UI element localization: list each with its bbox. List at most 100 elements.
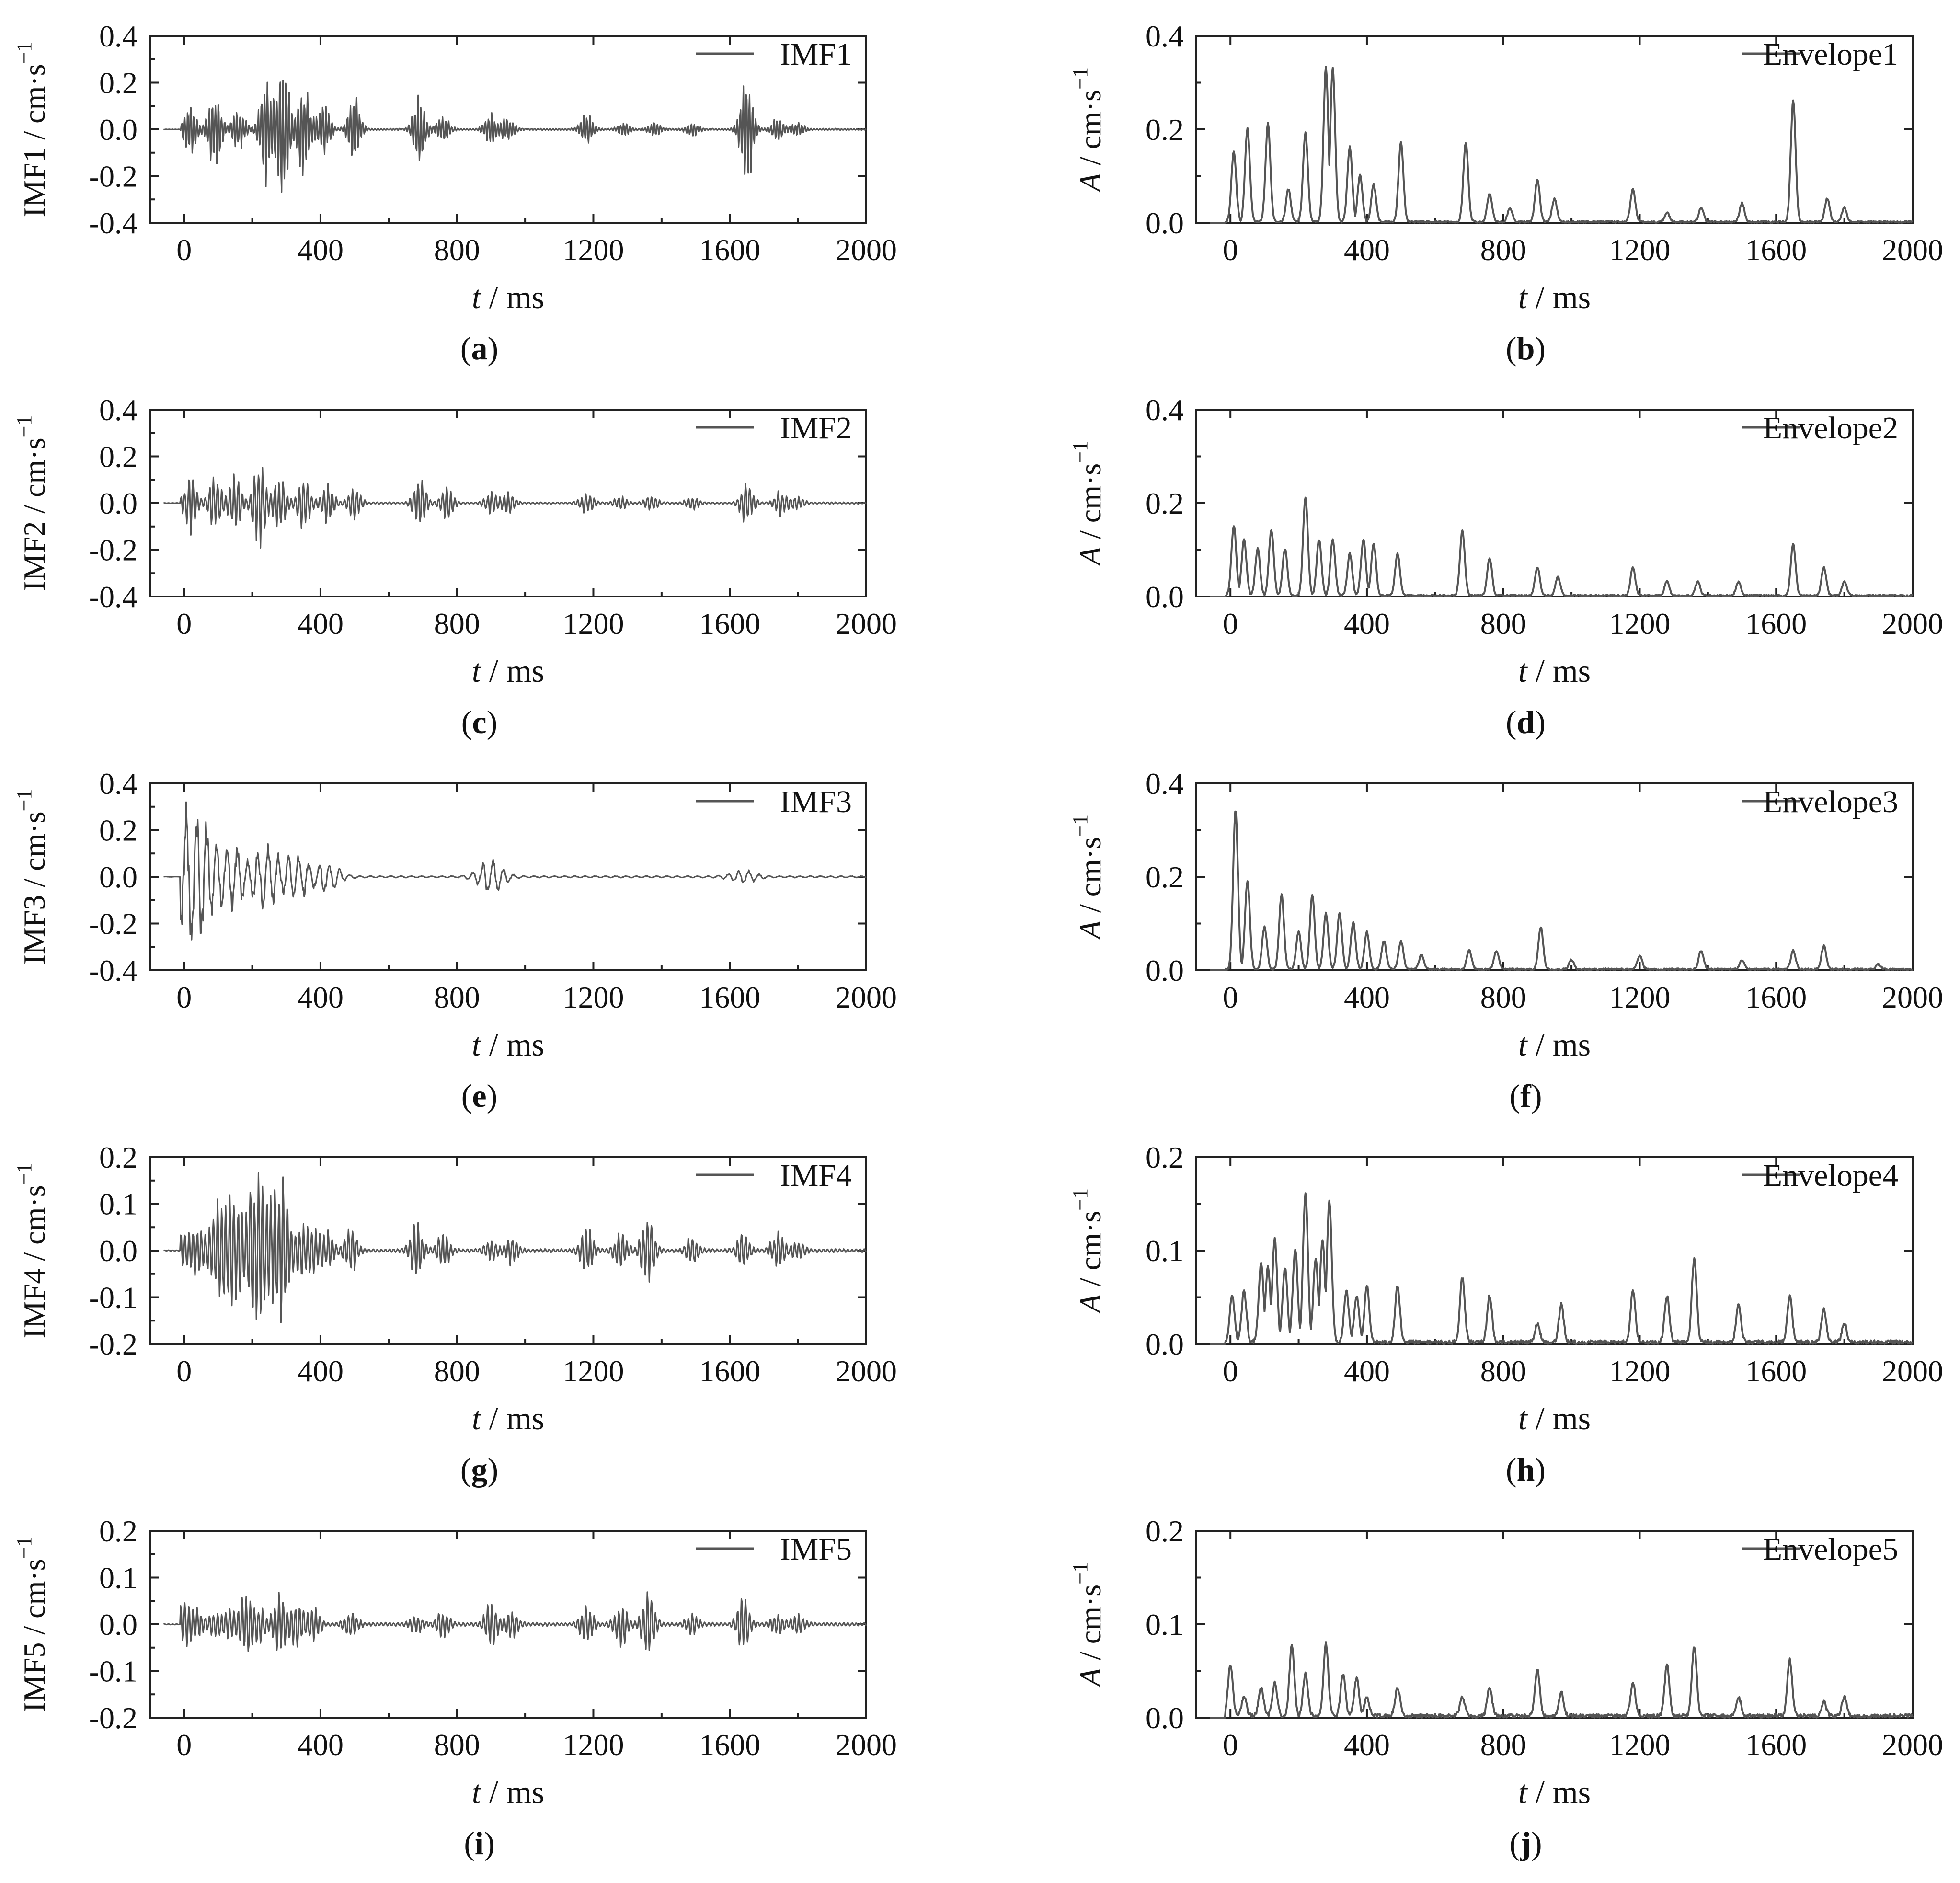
chart-h-y-tick-label: 0.2: [1146, 1140, 1184, 1174]
chart-g-y-axis-label: IMF4 / cm·s−1: [12, 1163, 51, 1339]
chart-a-panel-label-letter: a: [471, 330, 488, 367]
chart-h-panel-label-open: (: [1506, 1451, 1517, 1488]
chart-c-panel-label: (c): [461, 704, 498, 740]
chart-i-x-axis-label-unit: / ms: [481, 1774, 544, 1810]
chart-h-x-axis-label-unit: / ms: [1527, 1400, 1591, 1436]
chart-b-y-tick-label: 0.4: [1146, 19, 1184, 53]
chart-g-panel-label-close: ): [488, 1451, 499, 1488]
chart-g-y-tick-label: -0.2: [89, 1327, 138, 1361]
chart-j-panel-label-open: (: [1510, 1825, 1521, 1861]
chart-c-x-tick-label: 400: [298, 607, 344, 641]
chart-c-y-tick-label: -0.4: [89, 580, 138, 614]
chart-a-y-tick-label: 0.0: [99, 113, 138, 147]
chart-e-panel-label-close: ): [487, 1078, 498, 1114]
chart-d-x-axis-label: t / ms: [1518, 653, 1591, 689]
chart-e-x-tick-label: 2000: [836, 980, 897, 1014]
chart-b-x-tick-label: 0: [1223, 233, 1238, 267]
chart-i-x-axis-label: t / ms: [472, 1774, 544, 1810]
chart-d-y-axis-label-var: A: [1073, 546, 1107, 567]
chart-d-x-tick-label: 1600: [1745, 607, 1807, 641]
chart-e-plot-frame: [149, 782, 867, 971]
chart-i-panel: 0 400 800 1200 1600 2000 -0.2 -0.1 0.0 0.1 0.2 t / …: [12, 1514, 897, 1861]
chart-e-y-tick-label: 0.4: [99, 767, 138, 801]
chart-g-x-axis-label-var: t: [472, 1400, 482, 1436]
chart-i-y-axis-label-exponent: −1: [12, 1537, 36, 1559]
chart-d-y-tick-label: 0.2: [1146, 486, 1184, 520]
chart-d-x-axis-label-var: t: [1518, 653, 1528, 689]
chart-e-x-tick-label: 0: [176, 980, 192, 1014]
chart-a-y-axis-label: IMF1 / cm·s−1: [12, 42, 51, 218]
chart-a-panel-label: (a): [460, 330, 498, 367]
chart-e-x-axis-label-var: t: [472, 1026, 482, 1063]
chart-j-legend-label: Envelope5: [1763, 1532, 1898, 1567]
chart-f-x-tick-label: 1200: [1609, 980, 1670, 1014]
chart-b-x-axis-label: t / ms: [1518, 279, 1591, 315]
chart-j-x-axis-label-var: t: [1518, 1774, 1528, 1810]
chart-d-y-tick-label: 0.0: [1146, 580, 1184, 614]
chart-i-panel-label-letter: i: [475, 1825, 484, 1861]
chart-h-y-axis-label-exponent: −1: [1068, 1188, 1092, 1211]
chart-e-y-axis-label-exponent: −1: [12, 789, 36, 812]
chart-h-y-axis-label-var: A: [1073, 1294, 1107, 1315]
chart-d-y-axis-label: A / cm·s−1: [1068, 441, 1107, 567]
chart-h-x-axis-label: t / ms: [1518, 1400, 1591, 1436]
chart-e-y-axis-label: IMF3 / cm·s−1: [12, 789, 51, 965]
chart-e-panel-label-open: (: [461, 1078, 472, 1114]
chart-a-x-tick-label: 2000: [836, 233, 897, 267]
chart-a-x-tick-label: 400: [298, 233, 344, 267]
chart-b-x-axis-label-unit: / ms: [1527, 279, 1591, 315]
chart-c-x-axis-label: t / ms: [472, 653, 544, 689]
chart-j-series-line: [1209, 1641, 1914, 1719]
chart-h-x-tick-label: 2000: [1882, 1354, 1943, 1388]
chart-j-panel: 0 400 800 1200 1600 2000 0.0 0.1 0.2 t / ms A / cm…: [1068, 1514, 1943, 1861]
chart-g-x-tick-label: 1200: [562, 1354, 624, 1388]
chart-f-y-tick-label: 0.4: [1146, 767, 1184, 801]
chart-g-x-axis-label: t / ms: [472, 1400, 544, 1436]
chart-d-panel-label-close: ): [1535, 704, 1546, 740]
chart-c-y-tick-label: 0.0: [99, 486, 138, 520]
chart-j-x-tick-label: 0: [1223, 1728, 1238, 1762]
chart-i-y-tick-label: 0.1: [99, 1561, 138, 1595]
chart-h-panel-label: (h): [1506, 1451, 1546, 1488]
chart-j-x-tick-label: 2000: [1882, 1728, 1943, 1762]
chart-a-x-axis-label-var: t: [472, 279, 482, 315]
chart-d-y-axis-label-unit: / cm·s: [1073, 463, 1107, 547]
chart-g-series-line: [163, 1172, 867, 1323]
chart-j-y-axis-label-unit: / cm·s: [1073, 1584, 1107, 1668]
chart-d-x-tick-label: 400: [1344, 607, 1390, 641]
chart-g-panel-label: (g): [460, 1451, 498, 1488]
chart-d-panel-label: (d): [1506, 704, 1546, 740]
chart-g-panel: 0 400 800 1200 1600 2000 -0.2 -0.1 0.0 0.1 0.2 t / …: [12, 1140, 897, 1488]
chart-e-y-axis-label-unit: / cm·s: [17, 811, 51, 895]
chart-f-x-tick-label: 0: [1223, 980, 1238, 1014]
chart-a-y-axis-label-var: IMF1: [17, 148, 51, 218]
chart-b-x-tick-label: 400: [1344, 233, 1390, 267]
chart-h-y-axis-label-unit: / cm·s: [1073, 1211, 1107, 1294]
chart-j-x-axis-label-unit: / ms: [1527, 1774, 1591, 1810]
chart-f-panel-label: (f): [1510, 1078, 1542, 1114]
chart-g-x-axis-label-unit: / ms: [481, 1400, 544, 1436]
chart-c-y-tick-label: 0.4: [99, 393, 138, 427]
chart-f-x-axis-label-unit: / ms: [1527, 1026, 1591, 1063]
chart-h-panel-label-letter: h: [1517, 1451, 1535, 1488]
chart-g-y-tick-label: -0.1: [89, 1281, 138, 1315]
chart-b-panel-label-close: ): [1535, 330, 1546, 367]
chart-j-x-tick-label: 1600: [1745, 1728, 1807, 1762]
chart-a-x-tick-label: 1200: [562, 233, 624, 267]
chart-b-y-axis-label-exponent: −1: [1068, 67, 1092, 90]
chart-c-x-tick-label: 2000: [836, 607, 897, 641]
chart-c-y-tick-label: 0.2: [99, 440, 138, 474]
chart-i-y-tick-label: 0.2: [99, 1514, 138, 1548]
chart-e-y-tick-label: -0.2: [89, 907, 138, 941]
chart-f-y-tick-label: 0.0: [1146, 953, 1184, 987]
chart-e-legend-label: IMF3: [780, 784, 852, 819]
chart-j-panel-label: (j): [1510, 1825, 1542, 1861]
chart-i-panel-label-open: (: [464, 1825, 475, 1861]
chart-c-panel-label-letter: c: [472, 704, 486, 740]
chart-b-panel: 0 400 800 1200 1600 2000 0.0 0.2 0.4 t / ms A / cm…: [1068, 19, 1943, 367]
chart-i-panel-label-close: ): [484, 1825, 495, 1861]
chart-e-x-tick-label: 400: [298, 980, 344, 1014]
chart-d-panel-label-open: (: [1506, 704, 1517, 740]
chart-g-y-tick-label: 0.1: [99, 1187, 138, 1221]
